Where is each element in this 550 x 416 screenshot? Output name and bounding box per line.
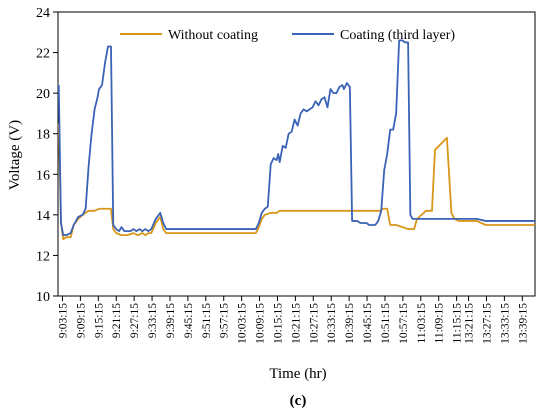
y-tick-label: 10	[36, 290, 50, 305]
x-tick-label: 9:27:15	[129, 303, 141, 338]
x-tick-label: 13:33:15	[499, 303, 511, 344]
x-tick-label: 9:45:15	[183, 303, 195, 338]
y-tick-label: 12	[36, 249, 50, 264]
x-tick-label: 10:09:15	[255, 303, 267, 344]
x-tick-label: 13:21:15	[464, 303, 476, 344]
series-line-coating-third-layer	[57, 39, 535, 237]
x-tick-label: 9:15:15	[93, 303, 105, 338]
x-tick-label: 9:09:15	[75, 303, 87, 338]
x-tick-label: 11:09:15	[434, 303, 446, 344]
x-tick-label: 11:03:15	[416, 303, 428, 344]
x-tick-label: 10:51:15	[380, 303, 392, 344]
x-tick-label: 9:33:15	[147, 303, 159, 338]
plot-frame	[57, 11, 536, 297]
x-tick-label: 9:21:15	[111, 303, 123, 338]
legend-label-without-coating: Without coating	[168, 28, 258, 43]
x-axis: 9:03:15 9:09:15 9:15:15 9:21:15 9:27:15 9:33:…	[57, 296, 529, 344]
y-tick-label: 18	[36, 128, 50, 143]
y-axis-label: Voltage (V)	[7, 120, 23, 190]
plot-area	[57, 11, 536, 297]
series-layer	[57, 39, 535, 241]
y-tick-label: 14	[36, 209, 50, 224]
x-tick-label: 10:57:15	[398, 303, 410, 344]
x-axis-label: Time (hr)	[269, 366, 326, 382]
x-tick-label: 10:03:15	[237, 303, 249, 344]
x-tick-label: 10:33:15	[326, 303, 338, 344]
x-tick-label: 9:57:15	[219, 303, 231, 338]
x-tick-label: 10:21:15	[290, 303, 302, 344]
x-tick-label: 10:45:15	[362, 303, 374, 344]
chart-caption: (c)	[290, 393, 307, 409]
y-tick-label: 16	[36, 168, 50, 183]
legend-label-coating-third-layer: Coating (third layer)	[340, 28, 455, 43]
x-tick-label: 10:15:15	[272, 303, 284, 344]
x-tick-label: 13:27:15	[481, 303, 493, 344]
y-tick-label: 20	[36, 87, 50, 102]
x-tick-label: 10:39:15	[344, 303, 356, 344]
series-line-without-coating	[57, 123, 535, 241]
x-tick-label: 13:39:15	[517, 303, 529, 344]
x-tick-label: 9:51:15	[201, 303, 213, 338]
y-tick-label: 24	[36, 6, 50, 21]
legend: Without coating Coating (third layer)	[120, 28, 455, 43]
x-tick-label: 11:15:15	[452, 303, 464, 344]
x-tick-label: 10:27:15	[308, 303, 320, 344]
x-tick-label: 9:03:15	[57, 303, 69, 338]
x-tick-label: 9:39:15	[165, 303, 177, 338]
y-axis: 10 12 14 16 18 20 22 24	[36, 6, 58, 305]
y-tick-label: 22	[36, 47, 50, 62]
